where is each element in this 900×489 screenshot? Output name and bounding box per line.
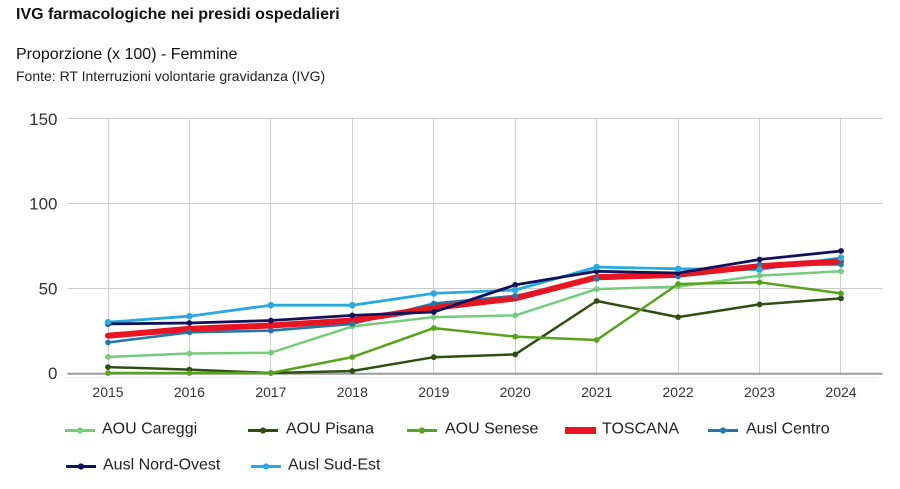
svg-text:0: 0 (48, 364, 57, 383)
svg-text:Ausl Centro: Ausl Centro (746, 421, 830, 438)
svg-text:AOU Careggi: AOU Careggi (102, 421, 197, 438)
svg-text:100: 100 (29, 195, 57, 214)
svg-text:Ausl Nord-Ovest: Ausl Nord-Ovest (103, 457, 221, 474)
svg-text:50: 50 (39, 279, 58, 298)
svg-text:2023: 2023 (744, 384, 775, 400)
svg-text:2019: 2019 (418, 384, 449, 400)
svg-text:2016: 2016 (174, 384, 205, 400)
svg-text:AOU Pisana: AOU Pisana (286, 421, 374, 438)
svg-text:2018: 2018 (337, 384, 368, 400)
svg-text:AOU Senese: AOU Senese (445, 421, 538, 438)
svg-text:2022: 2022 (663, 384, 694, 400)
svg-text:2020: 2020 (500, 384, 531, 400)
svg-text:Ausl Sud-Est: Ausl Sud-Est (288, 457, 381, 474)
svg-text:2015: 2015 (92, 384, 123, 400)
svg-text:150: 150 (29, 110, 57, 129)
svg-text:2024: 2024 (825, 384, 856, 400)
svg-text:2021: 2021 (581, 384, 612, 400)
svg-text:TOSCANA: TOSCANA (602, 421, 679, 438)
svg-text:2017: 2017 (255, 384, 286, 400)
